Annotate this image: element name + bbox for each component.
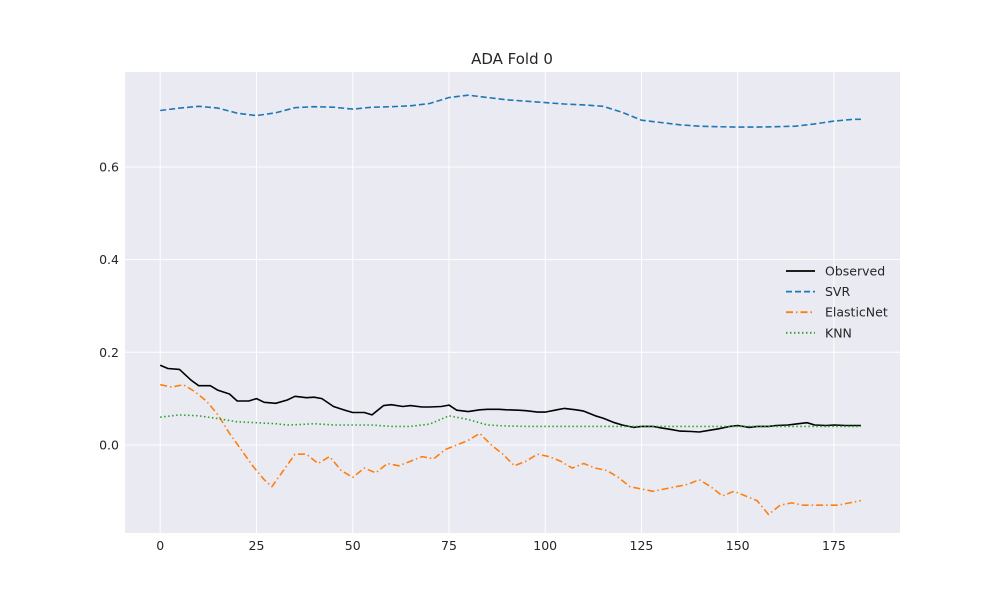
x-tick-label: 50 — [345, 538, 361, 553]
y-tick-label: 0.2 — [99, 345, 119, 360]
series-line-elasticnet — [160, 383, 862, 516]
x-tick-label: 25 — [249, 538, 265, 553]
x-tick-label: 100 — [533, 538, 557, 553]
x-tick-label: 0 — [156, 538, 164, 553]
x-tick-label: 75 — [441, 538, 457, 553]
legend-label: KNN — [825, 325, 852, 340]
plot-area — [125, 72, 900, 533]
y-tick-label: 0.4 — [99, 252, 119, 267]
y-tick-label: 0.6 — [99, 159, 119, 174]
legend-label: SVR — [825, 284, 850, 299]
x-tick-labels: 0 25 50 75 100 125 150 175 — [156, 538, 846, 553]
series-lines — [159, 94, 862, 516]
legend-label: ElasticNet — [825, 305, 888, 320]
series-line-svr — [160, 94, 861, 128]
x-tick-label: 150 — [726, 538, 750, 553]
x-tick-label: 125 — [630, 538, 654, 553]
y-tick-labels: 0.0 0.2 0.4 0.6 — [99, 159, 119, 452]
grid — [125, 72, 900, 533]
legend-label: Observed — [825, 264, 885, 279]
series-line-knn — [160, 414, 861, 428]
series-line-observed — [159, 364, 861, 433]
chart-title: ADA Fold 0 — [471, 50, 553, 68]
y-tick-label: 0.0 — [99, 437, 119, 452]
x-tick-label: 175 — [822, 538, 846, 553]
legend: Observed SVR ElasticNet KNN — [786, 264, 888, 340]
